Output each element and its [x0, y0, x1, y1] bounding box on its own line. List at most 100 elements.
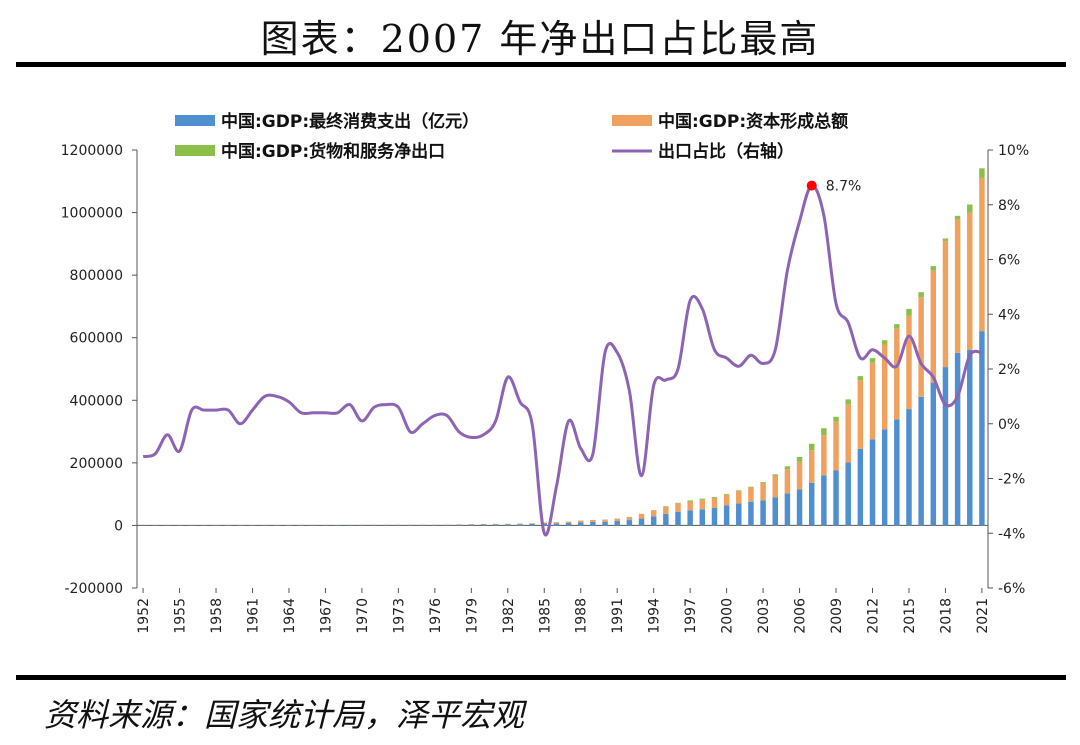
consumption-bar [808, 482, 815, 526]
consumption-bar [869, 439, 876, 526]
consumption-bar [663, 513, 669, 526]
top-rule [16, 62, 1066, 67]
net-export-bar [821, 428, 827, 436]
consumption-bar [942, 367, 949, 526]
capital-bar [541, 522, 547, 524]
legend-net-export-swatch [175, 145, 215, 156]
consumption-bar [553, 523, 560, 526]
x-axis-tick-label: 2018 [938, 598, 954, 634]
chart: -200000 0 200000 400000 600000 800000 1000000 1… [61, 111, 1029, 634]
capital-bar [894, 328, 900, 420]
consumption-bar [492, 524, 499, 526]
right-axis-tick-label: -4% [998, 526, 1025, 542]
right-axis-tick-label: -2% [998, 472, 1025, 488]
legend-consumption-label: 中国:GDP:最终消费支出（亿元） [221, 111, 479, 132]
consumption-bar [784, 493, 791, 526]
capital-bar [699, 499, 706, 510]
net-export-bar [845, 399, 851, 405]
capital-bar [663, 506, 669, 514]
consumption-bar [638, 518, 645, 526]
net-export-bar [772, 474, 778, 476]
x-axis-tick-label: 1955 [173, 598, 189, 634]
right-axis-tick-label: 6% [998, 253, 1020, 269]
capital-bar [578, 520, 584, 523]
consumption-bar [419, 524, 426, 526]
consumption-bar [845, 462, 851, 526]
net-export-bar [954, 215, 961, 220]
capital-bar [796, 461, 803, 490]
consumption-bar [748, 501, 754, 526]
left-axis-tick-label: -200000 [65, 581, 124, 597]
capital-bar [979, 177, 985, 332]
capital-bar [626, 517, 633, 521]
capital-bar [821, 435, 827, 476]
consumption-bar [456, 524, 462, 526]
consumption-bar [468, 524, 475, 526]
left-axis-tick-label: 800000 [70, 268, 123, 284]
capital-bar [881, 344, 888, 430]
x-axis-tick-label: 2000 [720, 598, 736, 634]
export-ratio-line [142, 184, 983, 537]
capital-bar [505, 523, 511, 525]
capital-bar [833, 421, 839, 471]
capital-bar [930, 270, 937, 383]
capital-bar [687, 501, 693, 511]
capital-bar [784, 469, 791, 494]
consumption-bar [675, 511, 681, 526]
x-axis-tick-label: 1973 [391, 598, 407, 634]
x-axis-tick-label: 1952 [136, 598, 152, 634]
x-axis-tick-label: 1970 [355, 598, 371, 634]
capital-bar [553, 522, 560, 524]
right-axis-tick-label: 4% [998, 307, 1020, 323]
capital-bar [857, 380, 864, 449]
left-axis-tick-label: 0 [114, 518, 123, 534]
consumption-bar [565, 522, 572, 526]
right-axis-tick-label: 8% [998, 198, 1020, 214]
net-export-bar [796, 456, 803, 462]
peak-label: 8.7% [826, 179, 862, 195]
consumption-bar [881, 429, 888, 526]
x-axis-tick-label: 1997 [683, 598, 699, 634]
figure-title: 图表：2007 年净出口占比最高 [260, 17, 820, 61]
peak-marker [806, 180, 817, 191]
consumption-bar [772, 497, 778, 526]
capital-bar [638, 513, 645, 519]
consumption-bar [480, 524, 487, 526]
x-axis-tick-label: 1976 [428, 598, 444, 634]
consumption-bar [541, 523, 547, 526]
right-axis-tick-label: -6% [998, 581, 1025, 597]
net-export-bar [894, 324, 900, 329]
consumption-bar [821, 475, 827, 526]
consumption-bar [906, 409, 912, 526]
consumption-bar [444, 524, 450, 526]
capital-bar [529, 523, 535, 524]
x-axis-tick-label: 1994 [647, 598, 663, 634]
net-export-bar [869, 358, 876, 363]
net-export-bar [784, 466, 791, 470]
consumption-bar [894, 419, 900, 526]
x-axis-tick-label: 1988 [574, 598, 590, 634]
capital-bar [760, 482, 766, 501]
net-export-bar [808, 443, 815, 451]
source-note: 资料来源：国家统计局，泽平宏观 [44, 696, 525, 734]
x-axis-tick-label: 1991 [610, 598, 626, 634]
capital-bar [675, 503, 681, 512]
capital-bar [967, 212, 973, 350]
consumption-bar [699, 509, 706, 526]
net-export-bar [687, 500, 693, 502]
x-axis-tick-label: 1979 [464, 598, 480, 634]
consumption-bar [602, 521, 608, 526]
capital-bar [772, 475, 778, 498]
net-export-bar [699, 498, 706, 500]
capital-bar [748, 487, 754, 502]
net-export-bar [748, 486, 754, 488]
consumption-bar [687, 510, 693, 526]
capital-bar [723, 494, 730, 506]
bottom-rule [16, 675, 1066, 680]
x-axis-tick-label: 2012 [866, 598, 882, 634]
consumption-bar [857, 448, 864, 526]
consumption-bar [395, 524, 402, 526]
consumption-bar [760, 500, 766, 526]
x-axis-tick-label: 1982 [501, 598, 517, 634]
x-axis-tick-label: 1985 [537, 598, 553, 634]
